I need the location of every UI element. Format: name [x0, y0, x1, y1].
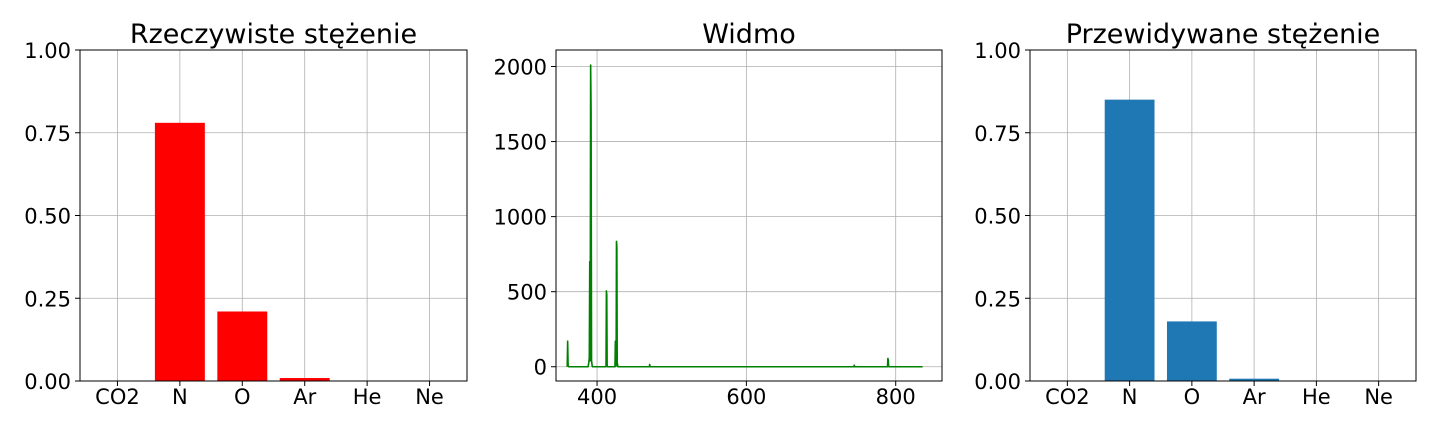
chart-title: Widmo [702, 19, 796, 50]
chart-title: Przewidywane stężenie [1066, 19, 1381, 50]
y-tick-label: 0.50 [974, 205, 1021, 229]
x-tick-label-o: O [234, 385, 251, 409]
x-tick-label-he: He [353, 385, 382, 409]
x-tick-label-n: N [172, 385, 188, 409]
y-tick-label: 0.50 [24, 205, 71, 229]
x-tick-label: 600 [726, 385, 766, 409]
bar-n [1104, 99, 1155, 382]
tick-labels: CO2 N O Ar He Ne 0.00 0.25 0.50 0.75 1.00 [24, 39, 444, 409]
bar-ar [1229, 378, 1280, 381]
y-tick-label: 0.00 [974, 370, 1021, 394]
y-tick-label: 0.75 [974, 122, 1021, 146]
tick-labels: CO2 N O Ar He Ne 0.00 0.25 0.50 0.75 1.00 [974, 39, 1393, 409]
x-tick-label: 800 [876, 385, 916, 409]
grid-lines [80, 49, 467, 382]
x-tick-label-ne: Ne [1364, 385, 1393, 409]
axes-frame [555, 49, 943, 382]
spectrum-chart: Widmo 400 600 800 0 500 1000 1500 2000 [494, 19, 943, 409]
y-tick-label: 500 [507, 281, 547, 305]
bar-o [1166, 321, 1217, 381]
x-tick-label-n: N [1122, 385, 1138, 409]
bar-o [217, 311, 268, 381]
y-tick-label: 0.75 [24, 122, 71, 146]
bar-ar [279, 378, 330, 381]
x-tick-label-he: He [1302, 385, 1331, 409]
y-tick-label: 1.00 [24, 39, 71, 63]
y-tick-label: 0.00 [24, 370, 71, 394]
x-tick-label-o: O [1184, 385, 1201, 409]
x-tick-label-ne: Ne [415, 385, 444, 409]
x-tick-label: 400 [577, 385, 617, 409]
x-tick-label-ar: Ar [1243, 385, 1266, 409]
y-tick-label: 2000 [494, 56, 547, 80]
x-tick-label-co2: CO2 [95, 385, 140, 409]
x-tick-label-co2: CO2 [1045, 385, 1090, 409]
grid-lines [1030, 49, 1416, 382]
y-tick-label: 0.25 [974, 287, 1021, 311]
chart-title: Rzeczywiste stężenie [130, 19, 417, 50]
spectrum-line [566, 64, 923, 368]
axes-frame [1029, 49, 1417, 382]
data-marks [566, 64, 923, 368]
y-tick-label: 0 [534, 356, 547, 380]
y-tick-label: 1500 [494, 131, 547, 155]
grid-lines [556, 50, 942, 381]
y-tick-label: 0.25 [24, 287, 71, 311]
predicted-concentration-chart: Przewidywane stężenie CO2 N O Ar He Ne 0.00 0.2… [974, 19, 1417, 409]
data-marks [154, 122, 330, 381]
data-marks [1104, 99, 1280, 382]
y-tick-label: 1.00 [974, 39, 1021, 63]
actual-concentration-chart: Rzeczywiste stężenie CO2 N O Ar He Ne 0.00 0.25… [24, 19, 468, 409]
tick-labels: 400 600 800 0 500 1000 1500 2000 [494, 56, 916, 409]
axes-frame [79, 49, 468, 382]
y-tick-label: 1000 [494, 206, 547, 230]
x-tick-label-ar: Ar [293, 385, 316, 409]
bar-n [154, 122, 205, 381]
